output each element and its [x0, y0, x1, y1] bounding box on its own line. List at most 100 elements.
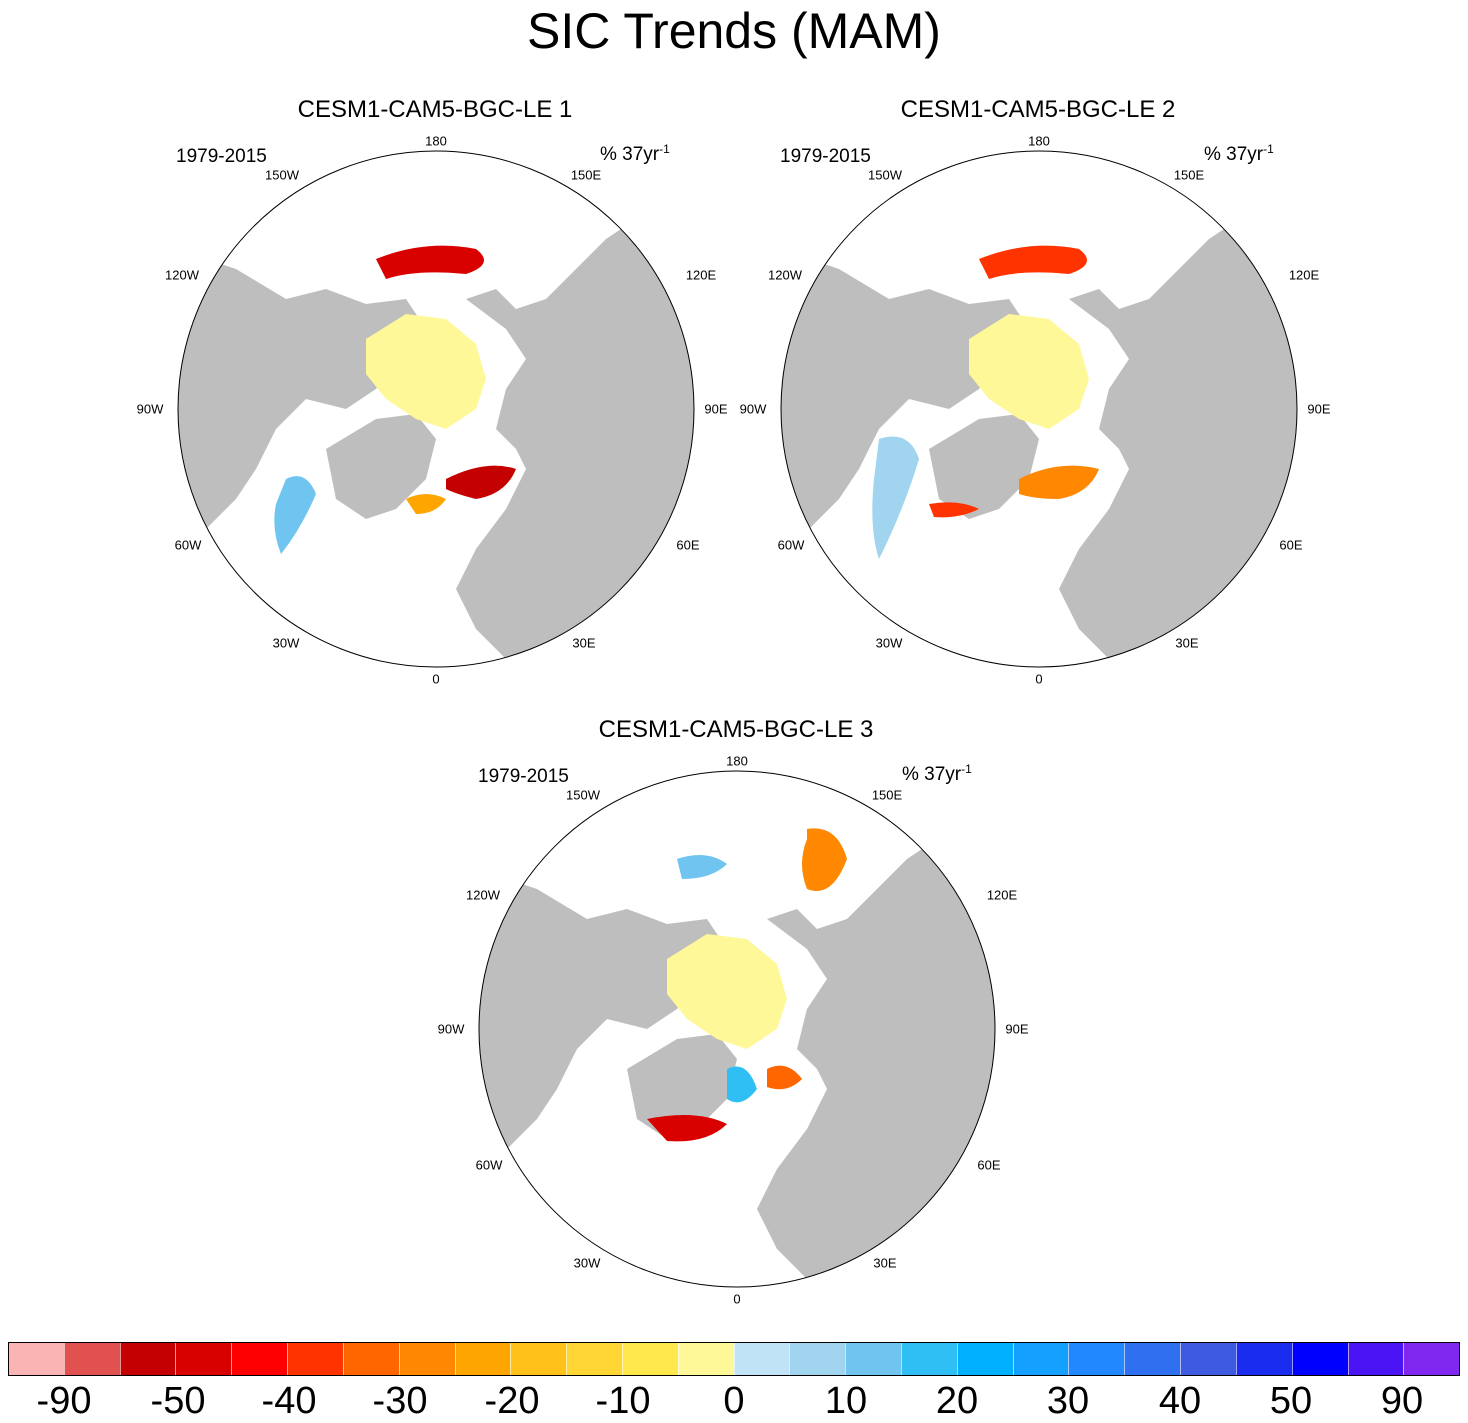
trend-region: [979, 245, 1087, 279]
longitude-label: 90W: [136, 401, 164, 417]
longitude-label: 180: [1028, 133, 1050, 149]
map-boundary: [177, 150, 695, 668]
panel-3-period: 1979-2015: [478, 766, 569, 787]
colorbar-swatch: [677, 1343, 734, 1375]
longitude-label: 60E: [977, 1157, 1001, 1173]
longitude-label: 30W: [573, 1255, 601, 1271]
longitude-label: 120E: [986, 887, 1018, 903]
north-america-land: [781, 249, 1029, 529]
north-america-land: [178, 249, 426, 529]
colorbar-swatch: [175, 1343, 232, 1375]
colorbar-swatch: [1291, 1343, 1348, 1375]
longitude-label: 30E: [572, 635, 596, 651]
trend-region: [406, 494, 446, 514]
longitude-label: 60E: [676, 537, 700, 553]
colorbar-swatch: [566, 1343, 622, 1375]
greenland-land: [627, 1034, 737, 1139]
colorbar-swatch: [845, 1343, 901, 1375]
map-content: [781, 151, 1297, 667]
colorbar-swatch: [342, 1343, 399, 1375]
colorbar: [8, 1342, 1460, 1376]
panel-1-period: 1979-2015: [176, 146, 267, 167]
colorbar-swatch: [789, 1343, 846, 1375]
map-boundary: [478, 770, 996, 1288]
colorbar-swatch: [231, 1343, 288, 1375]
north-america-land: [479, 869, 727, 1149]
greenland-land: [929, 414, 1039, 519]
greenland-land: [326, 414, 436, 519]
colorbar-swatch: [1068, 1343, 1125, 1375]
panel-3-title: CESM1-CAM5-BGC-LE 3: [598, 716, 874, 743]
colorbar-tick-label: 50: [1269, 1380, 1313, 1422]
longitude-label: 60E: [1279, 537, 1303, 553]
colorbar-swatch: [9, 1343, 64, 1375]
colorbar-swatch: [454, 1343, 511, 1375]
longitude-label: 180: [425, 133, 447, 149]
figure-title: SIC Trends (MAM): [527, 3, 941, 59]
colorbar-tick-label: 10: [824, 1380, 868, 1422]
longitude-label: 90E: [1005, 1021, 1029, 1037]
colorbar-swatch: [1124, 1343, 1181, 1375]
colorbar-swatch: [621, 1343, 678, 1375]
colorbar-swatch: [733, 1343, 790, 1375]
colorbar-tick-label: 20: [935, 1380, 979, 1422]
arctic-ice: [667, 934, 787, 1049]
polar-map-3: [478, 770, 996, 1288]
longitude-label: 30E: [1175, 635, 1199, 651]
longitude-label: 150E: [871, 787, 903, 803]
longitude-label: 150W: [265, 167, 299, 183]
trend-region: [872, 436, 919, 559]
longitude-label: 150W: [566, 787, 600, 803]
eurasia-land: [1059, 219, 1297, 667]
colorbar-swatch: [1012, 1343, 1069, 1375]
longitude-label: 90E: [704, 401, 728, 417]
longitude-label: 0: [733, 1291, 741, 1307]
colorbar-tick-label: 0: [723, 1380, 745, 1422]
panel-2-units: % 37yr-1: [1204, 142, 1274, 165]
colorbar-swatch: [119, 1343, 176, 1375]
longitude-label: 0: [1035, 671, 1043, 687]
trend-region: [446, 465, 516, 499]
colorbar-swatch: [901, 1343, 957, 1375]
colorbar-tick-label: 40: [1158, 1380, 1202, 1422]
longitude-label: 30W: [272, 635, 300, 651]
colorbar-tick-label: -90: [36, 1380, 92, 1422]
colorbar-tick-label: -10: [595, 1380, 651, 1422]
longitude-label: 120W: [466, 887, 500, 903]
trend-region: [376, 245, 484, 279]
colorbar-swatch: [1403, 1343, 1460, 1375]
colorbar-tick-label: -30: [372, 1380, 428, 1422]
trend-region: [929, 502, 979, 518]
map-content: [178, 151, 694, 667]
colorbar-swatch: [1347, 1343, 1404, 1375]
longitude-label: 150W: [868, 167, 902, 183]
trend-region: [647, 1115, 727, 1142]
longitude-label: 120W: [768, 267, 802, 283]
panel-3-units: % 37yr-1: [902, 762, 972, 785]
longitude-label: 90W: [739, 401, 767, 417]
longitude-label: 30W: [875, 635, 903, 651]
colorbar-swatch: [1180, 1343, 1236, 1375]
colorbar-tick-label: 30: [1046, 1380, 1090, 1422]
colorbar-swatch: [398, 1343, 455, 1375]
colorbar-swatch: [1235, 1343, 1292, 1375]
map-boundary: [780, 150, 1298, 668]
eurasia-land: [757, 839, 995, 1287]
colorbar-labels: -90 -50 -40 -30 -20 -10 0 10 20 30 40 50 90: [0, 1380, 1468, 1422]
longitude-label: 120E: [1288, 267, 1320, 283]
longitude-label: 150E: [1173, 167, 1205, 183]
colorbar-tick-label: -20: [484, 1380, 540, 1422]
panel-1-units: % 37yr-1: [600, 142, 670, 165]
longitude-label: 60W: [777, 537, 805, 553]
longitude-label: 60W: [475, 1157, 503, 1173]
colorbar-tick-label: 90: [1380, 1380, 1424, 1422]
longitude-label: 90E: [1307, 401, 1331, 417]
longitude-label: 120E: [685, 267, 717, 283]
trend-region: [1019, 465, 1099, 499]
longitude-label: 180: [726, 753, 748, 769]
trend-region: [274, 476, 316, 554]
longitude-label: 90W: [437, 1021, 465, 1037]
trend-region: [767, 1065, 802, 1090]
trend-region: [727, 1066, 757, 1103]
longitude-label: 60W: [174, 537, 202, 553]
